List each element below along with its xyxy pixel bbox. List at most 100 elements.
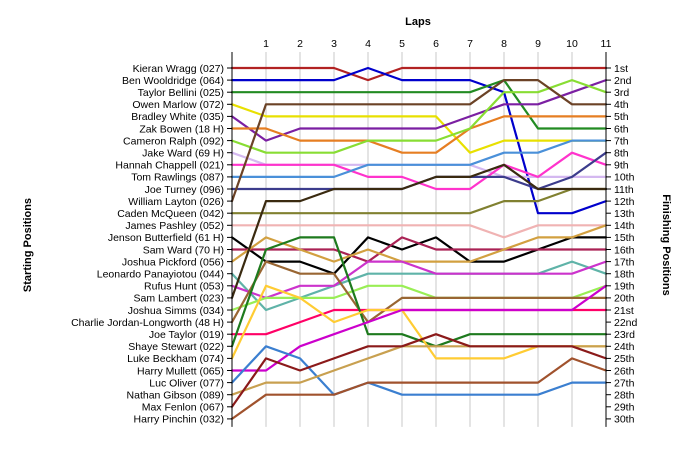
start-position-label: Sam Lambert (023) xyxy=(134,293,224,305)
start-position-label: Hannah Chappell (021) xyxy=(115,160,224,172)
finish-position-label: 4th xyxy=(614,99,629,111)
driver-series-line-30 xyxy=(230,357,608,420)
lap-tick-label: 8 xyxy=(501,38,507,50)
y-axis-title-right: Finishing Positions xyxy=(660,194,672,295)
finish-position-label: 25th xyxy=(614,353,635,365)
lap-tick-label: 7 xyxy=(467,38,473,50)
driver-series-line-23 xyxy=(230,308,608,336)
driver-series-line-10 xyxy=(230,139,608,178)
finish-position-label: 15th xyxy=(614,232,635,244)
driver-series-line-27 xyxy=(230,345,608,396)
finish-position-label: 29th xyxy=(614,402,635,414)
start-position-label: Kieran Wragg (027) xyxy=(133,63,224,75)
finish-position-label: 11th xyxy=(614,184,634,196)
lap-tick-label: 1 xyxy=(263,38,269,50)
finish-position-label: 27th xyxy=(614,377,635,389)
start-position-label: Jake Ward (69 H) xyxy=(142,148,224,160)
finish-position-label: 13th xyxy=(614,208,635,220)
start-position-label: Bradley White (035) xyxy=(131,111,224,123)
finish-position-label: 20th xyxy=(614,293,635,305)
driver-series-line-2 xyxy=(230,66,608,215)
finish-position-label: 16th xyxy=(614,244,635,256)
start-position-label: Harry Mullett (065) xyxy=(137,365,224,377)
finish-position-label: 5th xyxy=(614,111,629,123)
finish-position-label: 19th xyxy=(614,281,635,293)
lap-tick-label: 9 xyxy=(535,38,541,50)
start-position-label: Jenson Butterfield (61 H) xyxy=(108,232,224,244)
start-position-label: Charlie Jordan-Longworth (48 H) xyxy=(71,317,224,329)
start-position-label: James Pashley (052) xyxy=(125,220,224,232)
start-position-label: Sam Ward (70 H) xyxy=(143,244,224,256)
finish-position-label: 10th xyxy=(614,172,635,184)
series-layer xyxy=(230,66,608,420)
driver-series-line-19 xyxy=(230,260,608,299)
finish-position-label: 14th xyxy=(614,220,635,232)
finish-position-label: 30th xyxy=(614,414,635,426)
start-position-label: Cameron Ralph (092) xyxy=(123,135,224,147)
start-position-label: Caden McQueen (042) xyxy=(117,208,224,220)
start-position-label: Zak Bowen (18 H) xyxy=(139,123,224,135)
start-position-label: Taylor Bellini (025) xyxy=(138,87,224,99)
start-position-label: Rufus Hunt (053) xyxy=(144,281,224,293)
start-position-label: Luke Beckham (074) xyxy=(127,353,224,365)
driver-series-line-7 xyxy=(230,78,608,154)
driver-series-line-13 xyxy=(230,187,608,215)
lap-tick-label: 6 xyxy=(433,38,439,50)
finish-position-label: 9th xyxy=(614,160,629,172)
finish-position-label: 26th xyxy=(614,365,635,377)
lap-tick-label: 10 xyxy=(566,38,578,50)
finish-position-label: 18th xyxy=(614,269,635,281)
start-position-label: Nathan Gibson (089) xyxy=(127,390,224,402)
driver-series-line-12 xyxy=(230,78,608,203)
driver-series-line-16 xyxy=(230,236,608,263)
y-axis-title-left: Starting Positions xyxy=(22,198,34,292)
start-position-label: Tom Rawlings (087) xyxy=(131,172,224,184)
finish-position-label: 2nd xyxy=(614,75,632,87)
start-position-label: Harry Pinchin (032) xyxy=(134,414,224,426)
driver-series-line-1 xyxy=(230,66,608,82)
driver-series-line-25 xyxy=(230,284,608,360)
lap-tick-label: 3 xyxy=(331,38,337,50)
finish-position-label: 24th xyxy=(614,341,635,353)
start-position-label: Joshua Pickford (056) xyxy=(122,256,224,268)
driver-series-line-18 xyxy=(230,260,608,312)
driver-series-line-26 xyxy=(230,284,608,372)
start-position-label: Joshua Simms (034) xyxy=(128,305,224,317)
lap-tick-label: 4 xyxy=(365,38,371,50)
start-position-label: Shaye Stewart (022) xyxy=(128,341,224,353)
driver-series-line-29 xyxy=(230,333,608,408)
finish-position-label: 6th xyxy=(614,123,629,135)
finish-position-label: 23rd xyxy=(614,329,635,341)
driver-series-line-6 xyxy=(230,115,608,154)
finish-position-label: 7th xyxy=(614,135,629,147)
start-position-label: Leonardo Panayiotou (044) xyxy=(97,269,224,281)
finish-position-label: 17th xyxy=(614,256,635,268)
start-position-label: Joe Taylor (019) xyxy=(149,329,224,341)
finish-position-label: 22nd xyxy=(614,317,638,329)
finish-position-label: 28th xyxy=(614,390,635,402)
finish-position-label: 3rd xyxy=(614,87,629,99)
start-position-label: Luc Oliver (077) xyxy=(149,377,224,389)
driver-series-line-20 xyxy=(230,163,608,299)
start-position-label: Ben Wooldridge (064) xyxy=(122,75,224,87)
driver-series-line-3 xyxy=(230,78,608,130)
lap-tick-label: 2 xyxy=(297,38,303,50)
axis-layer: 1 2 3 4 5 6 7 8 9 10 11 Kieran Wragg (027)Ben Woold… xyxy=(71,38,638,427)
finish-position-label: 12th xyxy=(614,196,635,208)
driver-series-line-5 xyxy=(230,78,608,142)
finish-position-label: 8th xyxy=(614,148,629,160)
start-position-label: William Layton (026) xyxy=(128,196,224,208)
start-position-label: Max Fenlon (067) xyxy=(142,402,224,414)
driver-series-line-22 xyxy=(230,260,608,324)
finish-position-label: 1st xyxy=(614,63,628,75)
x-axis-title: Laps xyxy=(405,16,431,28)
lap-tick-label: 5 xyxy=(399,38,405,50)
driver-series-line-14 xyxy=(230,224,608,239)
lap-tick-label: 11 xyxy=(601,38,612,50)
start-position-label: Joe Turney (096) xyxy=(145,184,224,196)
start-position-label: Owen Marlow (072) xyxy=(132,99,224,111)
driver-series-line-4 xyxy=(230,103,608,154)
finish-position-label: 21st xyxy=(614,305,634,317)
